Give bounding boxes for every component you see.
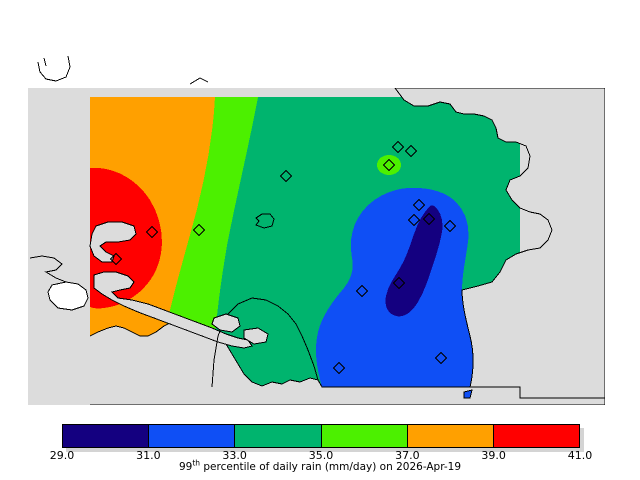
colorbar-tick-labels: 29.0 31.0 33.0 35.0 37.0 39.0 41.0 (0, 449, 640, 463)
colorbar-tick-39-0: 39.0 (481, 449, 506, 462)
station-marker[interactable] (443, 219, 457, 233)
colorbar-tick-41-0: 41.0 (567, 449, 593, 462)
island-sw-1 (211, 313, 241, 333)
island-sw-2 (243, 327, 269, 345)
station-marker[interactable] (407, 213, 421, 227)
coastline-south (211, 297, 319, 388)
bay-marker-southeast (463, 389, 473, 399)
station-marker[interactable] (382, 158, 396, 172)
colorbar-segment-29-31 (63, 425, 150, 447)
station-marker[interactable] (391, 140, 405, 154)
landmask-group (28, 57, 606, 406)
caption-prefix: 99 (178, 461, 193, 473)
colorbar-segment-37-39 (407, 425, 494, 447)
station-marker[interactable] (145, 225, 159, 239)
station-marker[interactable] (355, 284, 369, 298)
station-marker[interactable] (109, 252, 123, 266)
colorbar-tick-29-0: 29.0 (49, 449, 75, 462)
colorbar-tick-37-0: 37.0 (395, 449, 420, 462)
colorbar-segment-39-41 (493, 425, 580, 447)
colorbar-tick-31-0: 31.0 (136, 449, 161, 462)
station-marker[interactable] (422, 212, 436, 226)
peninsula-west (89, 221, 137, 263)
caption-superscript: th (192, 458, 201, 468)
colorbar-segment-31-33 (149, 425, 236, 447)
water-inlet-west (47, 281, 89, 311)
coast-fragments-topleft (37, 55, 209, 85)
colorbar-segments (62, 424, 580, 448)
station-marker[interactable] (392, 276, 406, 290)
coast-fragment-west (29, 255, 67, 283)
lake-outline-central (255, 213, 275, 229)
station-marker[interactable] (279, 169, 293, 183)
landmask-west-fill (28, 88, 90, 405)
colorbar-caption: 99th percentile of daily rain (mm/day) o… (0, 458, 640, 473)
colorbar (62, 424, 584, 452)
colorbar-segment-33-35 (235, 425, 322, 447)
colorbar-tick-35-0: 35.0 (308, 449, 334, 462)
station-marker[interactable] (412, 198, 426, 212)
station-marker[interactable] (192, 223, 206, 237)
contour-blob-35-37 (377, 155, 401, 175)
strait-channel (93, 271, 253, 349)
station-marker[interactable] (434, 351, 448, 365)
station-marker[interactable] (332, 361, 346, 375)
station-marker[interactable] (404, 144, 418, 158)
caption-rest: percentile of daily rain (mm/day) on 202… (200, 461, 462, 473)
station-markers (109, 140, 457, 375)
colorbar-tick-33-0: 33.0 (222, 449, 247, 462)
colorbar-segment-35-37 (321, 425, 408, 447)
coastline-east (461, 253, 517, 291)
